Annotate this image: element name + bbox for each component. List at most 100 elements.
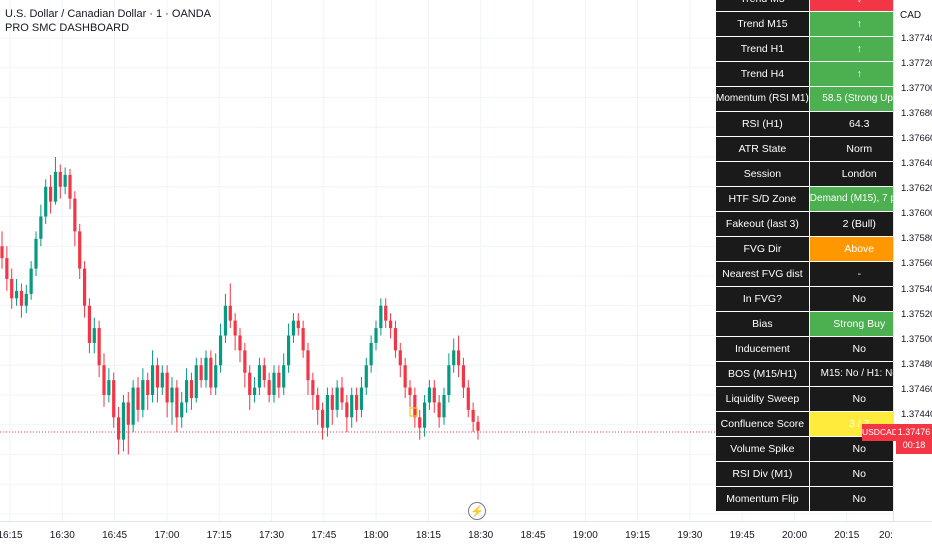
time-tick: 18:15 [415, 530, 441, 541]
candle-body [422, 402, 427, 428]
time-axis[interactable]: 16:15 16:30 16:45 17:00 17:15 17:30 17:45 18:00… [0, 521, 932, 551]
dashboard-row: Trend H4 ↑ [715, 61, 910, 87]
candle-body [262, 365, 266, 381]
candle-body [238, 335, 242, 351]
candle-body [233, 320, 237, 336]
candle [461, 357, 466, 398]
time-tick: 19:00 [572, 530, 598, 541]
candle [34, 231, 38, 276]
dashboard-value: No [808, 486, 910, 512]
candle-body [325, 395, 330, 428]
candle [112, 372, 116, 428]
candle [296, 313, 300, 336]
last-price-label: 1.37476 00:18 [896, 424, 932, 454]
candle [466, 380, 470, 418]
dashboard-value: ↑ [808, 61, 910, 87]
candle [78, 223, 82, 279]
candle [136, 377, 140, 422]
candle [262, 357, 266, 388]
candle-body [267, 380, 271, 395]
candle-body [24, 293, 28, 306]
candle [199, 357, 203, 388]
candle-body [432, 387, 436, 403]
candle-body [248, 372, 252, 395]
price-tick: 1.37520 [901, 308, 932, 320]
dashboard-label: RSI (H1) [715, 111, 810, 137]
time-tick: 20:00 [781, 530, 808, 541]
candle-body [19, 290, 24, 306]
candle-body [398, 350, 402, 366]
dashboard-value: No [808, 436, 910, 462]
candle [73, 191, 77, 247]
price-tick: 1.37600 [901, 208, 932, 220]
candle [306, 342, 310, 395]
dashboard-row: Fakeout (last 3) 2 (Bull) [715, 211, 910, 237]
time-tick: 16:30 [49, 530, 75, 541]
indicator-name[interactable]: PRO SMC DASHBOARD [5, 22, 130, 34]
symbol-title[interactable]: U.S. Dollar / Canadian Dollar · 1 · OAND… [5, 8, 212, 20]
candle-body [10, 278, 14, 299]
candle-body [359, 387, 364, 410]
candle [165, 365, 169, 418]
price-tick: 1.37560 [901, 258, 932, 270]
candle-body [354, 395, 359, 410]
candle-body [471, 409, 475, 422]
dashboard-label: ATR State [715, 136, 810, 162]
time-tick: 19:15 [625, 530, 651, 541]
candle [92, 317, 96, 354]
candle-body [116, 417, 121, 440]
price-tick: 1.37500 [901, 333, 932, 345]
last-price-value: 1.37476 [897, 427, 931, 437]
candle [408, 380, 412, 407]
chart-header: U.S. Dollar / Canadian Dollar · 1 · OAND… [5, 7, 211, 35]
candle-body [252, 387, 257, 395]
candle [209, 350, 213, 395]
candle [87, 298, 92, 354]
dashboard-value: ↑ [808, 11, 910, 37]
candle-body [63, 174, 67, 187]
candle-body [102, 365, 106, 395]
candle-body [350, 395, 354, 418]
candle [452, 338, 456, 373]
candle-body [447, 365, 451, 395]
candle-body [87, 305, 92, 343]
candle-body [364, 365, 368, 388]
candle [238, 328, 242, 363]
candle [456, 335, 461, 378]
currency-label[interactable]: CAD [900, 10, 922, 21]
candle-body [180, 402, 184, 418]
candle [44, 179, 48, 224]
candle [243, 342, 247, 388]
dashboard-value: Above [808, 236, 910, 262]
candle-body [82, 268, 87, 306]
candle-body [476, 421, 480, 431]
time-tick: 16:15 [0, 530, 23, 541]
candle [180, 392, 184, 428]
lightning-icon[interactable]: ⚡ [468, 502, 486, 520]
candle-body [53, 171, 58, 202]
dashboard-label: FVG Dir [715, 236, 810, 262]
dashboard-label: Trend H4 [715, 61, 810, 87]
candle-body [126, 402, 130, 425]
candle-body [92, 328, 96, 343]
dashboard-row: Trend H1 ↑ [715, 36, 910, 62]
chart-area[interactable]: U.S. Dollar / Canadian Dollar · 1 · OAND… [0, 0, 893, 521]
candle-body [369, 342, 373, 366]
dashboard-value: 64.3 [808, 111, 910, 137]
dashboard-label: Momentum Flip [715, 486, 810, 512]
dashboard-label: Liquidity Sweep [715, 386, 810, 412]
time-tick: 20: [879, 530, 893, 541]
candle-body [189, 380, 194, 398]
price-tick: 1.37580 [901, 233, 932, 245]
time-tick: 17:00 [154, 530, 180, 541]
dashboard-label: HTF S/D Zone [715, 186, 810, 212]
dashboard-label: Confluence Score [715, 411, 810, 437]
candle [301, 320, 305, 358]
candle [442, 387, 446, 425]
candle [214, 353, 218, 395]
candle [311, 372, 315, 410]
candle-body [379, 305, 383, 329]
candle-body [456, 350, 461, 366]
time-tick: 17:15 [206, 530, 232, 541]
candle [384, 298, 388, 329]
